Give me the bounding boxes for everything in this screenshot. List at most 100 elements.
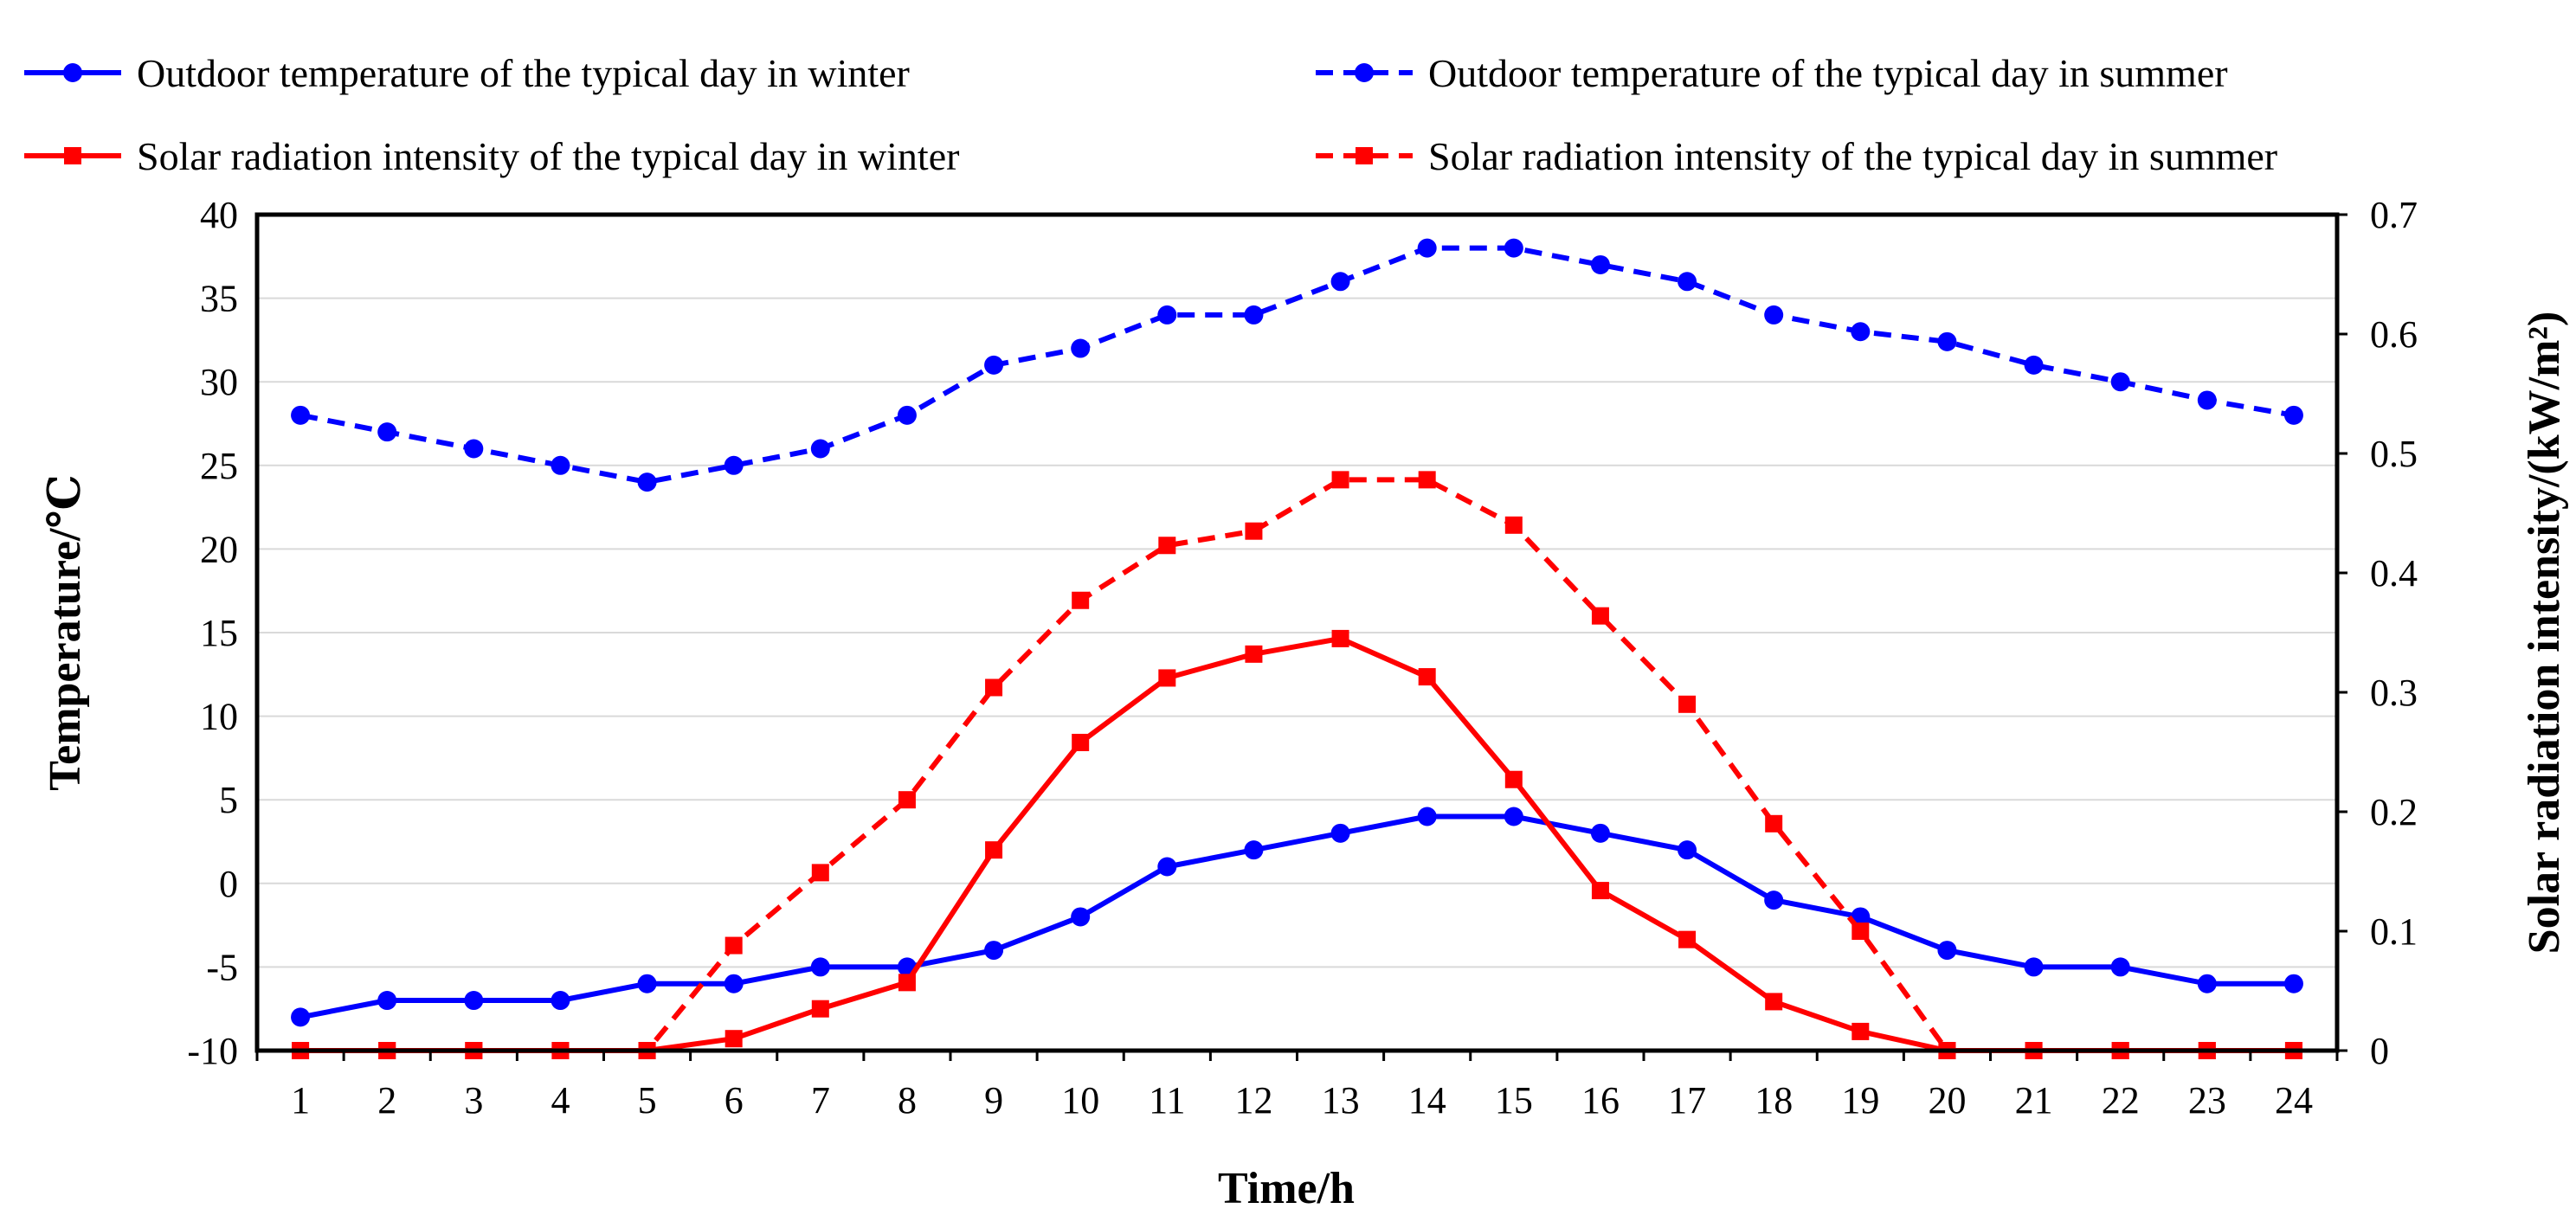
legend: Outdoor temperature of the typical day i… bbox=[24, 51, 2277, 178]
y-tick-label: -5 bbox=[206, 946, 238, 988]
data-point bbox=[2110, 372, 2130, 392]
series-line bbox=[299, 813, 2294, 1020]
legend-label-summer-radiation: Solar radiation intensity of the typical… bbox=[1428, 134, 2277, 178]
data-point bbox=[724, 1030, 743, 1048]
data-point bbox=[1071, 338, 1091, 358]
data-point bbox=[1504, 516, 1523, 534]
data-point bbox=[291, 1007, 311, 1027]
legend-item-summer-radiation: Solar radiation intensity of the typical… bbox=[1316, 134, 2277, 178]
data-point bbox=[1765, 993, 1783, 1011]
data-point bbox=[1504, 807, 1523, 826]
data-point bbox=[810, 957, 830, 977]
data-point bbox=[985, 678, 1003, 697]
data-point bbox=[1852, 923, 1870, 940]
data-point bbox=[1678, 272, 1697, 292]
data-point bbox=[637, 974, 657, 993]
x-axis-ticks: 1 2 3 4 5 6 7 8 9 10 11 12 13 14 15 16 17 18 19 20 21 22 23 24 bbox=[255, 1051, 2339, 1122]
data-point bbox=[1678, 840, 1697, 860]
legend-item-winter-temperature: Outdoor temperature of the typical day i… bbox=[24, 51, 910, 95]
data-point bbox=[377, 991, 397, 1011]
data-point bbox=[1330, 272, 1350, 292]
data-point bbox=[1591, 882, 1609, 900]
data-point bbox=[1764, 305, 1784, 325]
y2-tick-label: 0.6 bbox=[2370, 313, 2418, 356]
data-point bbox=[1245, 522, 1263, 540]
x-tick-label: 4 bbox=[551, 1079, 570, 1122]
x-axis-title: Time/h bbox=[1218, 1164, 1355, 1213]
x-tick-label: 21 bbox=[2015, 1079, 2053, 1122]
legend-label-summer-temperature: Outdoor temperature of the typical day i… bbox=[1428, 51, 2228, 95]
legend-item-summer-temperature: Outdoor temperature of the typical day i… bbox=[1316, 51, 2228, 95]
data-point bbox=[637, 473, 657, 492]
x-tick-label: 7 bbox=[811, 1079, 830, 1122]
y-axis-ticks: 40 35 30 25 20 15 10 5 0 -5 -10 bbox=[187, 194, 238, 1072]
y2-tick-label: 0.4 bbox=[2370, 552, 2418, 595]
x-tick-label: 2 bbox=[377, 1079, 396, 1122]
y2-tick-label: 0.2 bbox=[2370, 791, 2418, 833]
data-point bbox=[1158, 537, 1176, 555]
data-point bbox=[1678, 695, 1697, 713]
x-tick-label: 20 bbox=[1928, 1079, 1966, 1122]
y-tick-label: 40 bbox=[200, 194, 238, 236]
data-point bbox=[2024, 355, 2044, 375]
data-point bbox=[984, 355, 1004, 375]
data-point bbox=[1245, 645, 1263, 663]
legend-label-winter-temperature: Outdoor temperature of the typical day i… bbox=[137, 51, 910, 95]
data-point bbox=[1157, 857, 1177, 877]
y2-tick-label: 0.7 bbox=[2370, 194, 2418, 236]
data-point bbox=[1937, 941, 1957, 961]
data-point bbox=[1244, 305, 1264, 325]
data-point bbox=[1852, 1022, 1870, 1040]
y2-tick-label: 0.3 bbox=[2370, 672, 2418, 714]
series-line bbox=[299, 245, 2295, 485]
data-point bbox=[724, 455, 744, 475]
y-axis-title: Temperature/℃ bbox=[41, 474, 90, 791]
data-point bbox=[2197, 390, 2217, 410]
data-point bbox=[1504, 770, 1523, 788]
x-tick-label: 23 bbox=[2188, 1079, 2226, 1122]
x-tick-label: 11 bbox=[1149, 1079, 1185, 1122]
data-point bbox=[1590, 823, 1610, 843]
x-tick-label: 14 bbox=[1408, 1079, 1446, 1122]
data-point bbox=[811, 1000, 829, 1018]
data-point bbox=[985, 841, 1003, 859]
data-point bbox=[2283, 974, 2303, 993]
x-tick-label: 6 bbox=[724, 1079, 744, 1122]
data-point bbox=[1244, 840, 1264, 860]
data-point bbox=[898, 974, 916, 992]
x-tick-label: 13 bbox=[1322, 1079, 1360, 1122]
data-point bbox=[1418, 471, 1436, 489]
gridlines bbox=[257, 297, 2337, 968]
legend-marker-summer-radiation bbox=[1356, 147, 1373, 164]
data-point bbox=[377, 422, 397, 442]
data-point bbox=[1417, 807, 1437, 826]
data-point bbox=[291, 405, 311, 425]
x-tick-label: 12 bbox=[1234, 1079, 1272, 1122]
legend-label-winter-radiation: Solar radiation intensity of the typical… bbox=[137, 134, 959, 178]
data-point bbox=[1157, 305, 1177, 325]
legend-marker-winter-radiation bbox=[64, 147, 81, 164]
y2-axis-title: Solar radiation intensity/(kW/m²) bbox=[2520, 312, 2569, 955]
data-point bbox=[1504, 238, 1523, 258]
data-point bbox=[1417, 238, 1437, 258]
y-tick-label: 20 bbox=[200, 528, 238, 570]
data-point bbox=[811, 864, 829, 882]
x-tick-label: 1 bbox=[291, 1079, 310, 1122]
data-point bbox=[1937, 331, 1957, 351]
data-point bbox=[898, 791, 916, 809]
data-point bbox=[464, 439, 484, 459]
data-point bbox=[1678, 930, 1697, 948]
data-point bbox=[1418, 668, 1436, 686]
data-point bbox=[1072, 591, 1090, 609]
data-point bbox=[2197, 974, 2217, 993]
y2-tick-label: 0 bbox=[2370, 1030, 2389, 1072]
x-tick-label: 5 bbox=[638, 1079, 657, 1122]
data-point bbox=[551, 991, 570, 1011]
data-point bbox=[464, 991, 484, 1011]
x-tick-label: 19 bbox=[1841, 1079, 1879, 1122]
series-line bbox=[300, 635, 2294, 1053]
x-tick-label: 10 bbox=[1061, 1079, 1099, 1122]
x-tick-label: 9 bbox=[984, 1079, 1003, 1122]
series-0 bbox=[291, 807, 2303, 1027]
